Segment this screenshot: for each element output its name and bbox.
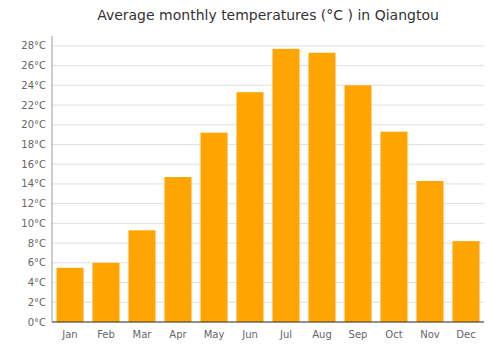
y-tick-label: 8°C bbox=[28, 238, 46, 249]
y-tick-label: 26°C bbox=[21, 60, 46, 71]
y-grid bbox=[52, 46, 484, 322]
bar bbox=[129, 230, 156, 322]
x-tick-label: Apr bbox=[169, 329, 187, 340]
grid-line bbox=[52, 124, 484, 125]
chart-title: Average monthly temperatures (°C ) in Qi… bbox=[97, 7, 439, 23]
grid-line bbox=[52, 105, 484, 106]
grid-line bbox=[52, 322, 484, 323]
x-tick-label: Dec bbox=[456, 329, 475, 340]
bar bbox=[273, 49, 300, 322]
y-tick-label: 14°C bbox=[21, 178, 46, 189]
y-tick-label: 12°C bbox=[21, 198, 46, 209]
bar bbox=[309, 53, 336, 322]
x-tick-label: Mar bbox=[133, 329, 153, 340]
bar bbox=[57, 268, 84, 322]
y-tick-label: 16°C bbox=[21, 159, 46, 170]
y-tick-label: 22°C bbox=[21, 100, 46, 111]
bar bbox=[93, 263, 120, 322]
bar bbox=[381, 132, 408, 322]
x-axis-line bbox=[52, 322, 484, 323]
x-tick-label: Oct bbox=[385, 329, 402, 340]
grid-line bbox=[52, 144, 484, 145]
y-axis-line bbox=[52, 36, 53, 322]
y-tick-label: 4°C bbox=[28, 277, 46, 288]
y-tick-label: 18°C bbox=[21, 139, 46, 150]
grid-line bbox=[52, 65, 484, 66]
y-tick-label: 2°C bbox=[28, 297, 46, 308]
x-tick-label: Aug bbox=[312, 329, 332, 340]
grid-line bbox=[52, 45, 484, 46]
y-tick-label: 6°C bbox=[28, 257, 46, 268]
bar bbox=[453, 241, 480, 322]
x-tick-label: Feb bbox=[97, 329, 115, 340]
chart-svg: Average monthly temperatures (°C ) in Qi… bbox=[0, 0, 500, 350]
bar bbox=[201, 133, 228, 322]
bar bbox=[165, 177, 192, 322]
chart-container: Average monthly temperatures (°C ) in Qi… bbox=[0, 0, 500, 350]
y-tick-label: 20°C bbox=[21, 119, 46, 130]
x-tick-label: Jul bbox=[279, 329, 292, 340]
x-tick-label: May bbox=[204, 329, 225, 340]
x-tick-label: Nov bbox=[420, 329, 440, 340]
y-tick-label: 10°C bbox=[21, 218, 46, 229]
bars bbox=[57, 49, 480, 322]
grid-line bbox=[52, 85, 484, 86]
bar bbox=[237, 92, 264, 322]
y-tick-label: 0°C bbox=[28, 317, 46, 328]
x-tick-label: Jan bbox=[61, 329, 77, 340]
x-tick-label: Sep bbox=[349, 329, 368, 340]
bar bbox=[345, 85, 372, 322]
y-tick-label: 28°C bbox=[21, 40, 46, 51]
y-tick-label: 24°C bbox=[21, 80, 46, 91]
grid-line bbox=[52, 164, 484, 165]
x-tick-label: Jun bbox=[241, 329, 258, 340]
bar bbox=[417, 181, 444, 322]
